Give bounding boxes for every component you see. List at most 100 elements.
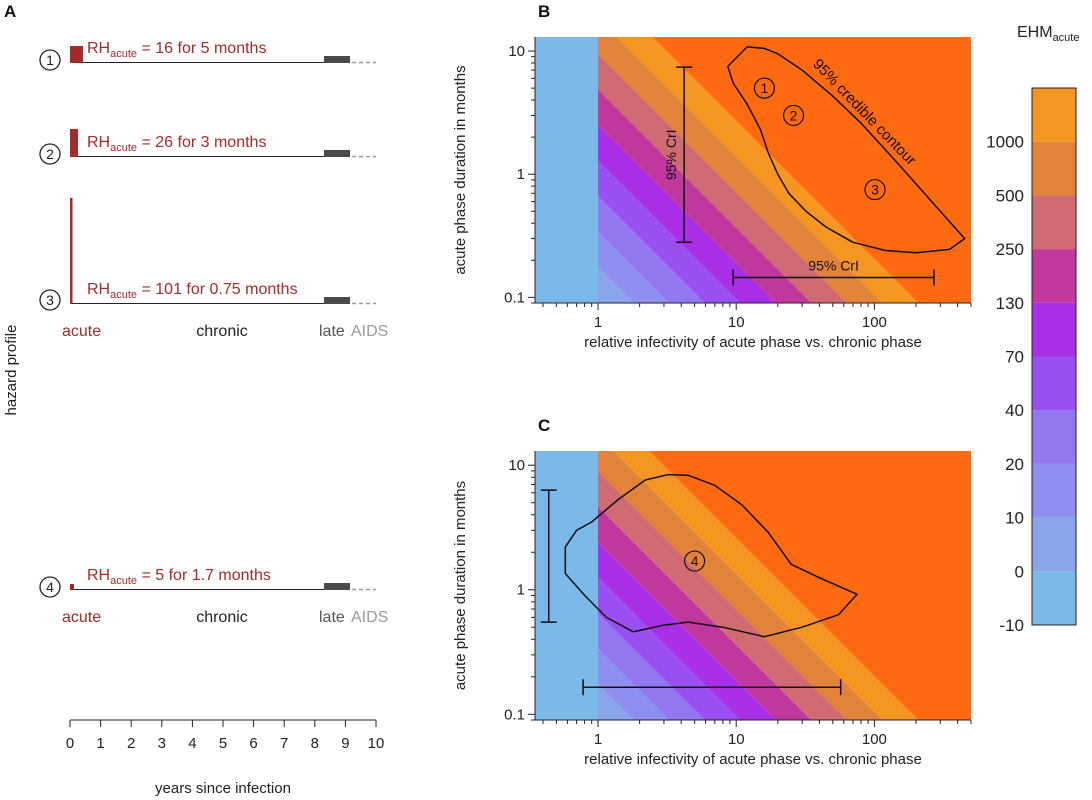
y-tick-label: 10 [508, 457, 525, 474]
legend-swatch [1032, 571, 1076, 625]
profile-point-label: 2 [790, 107, 798, 123]
years-axis-label: years since infection [155, 780, 291, 797]
panel-c-label: C [538, 416, 550, 435]
y-axis-label: acute phase duration in months [452, 65, 469, 274]
profile-point [753, 77, 776, 99]
y-tick-label: 0.1 [504, 706, 525, 723]
x-axis-label: relative infectivity of acute phase vs. … [584, 751, 922, 768]
profile-2: 2 RHacute = 26 for 3 months [39, 129, 376, 165]
acute-bar [70, 198, 73, 304]
legend-level-label: 20 [1005, 455, 1024, 474]
panel-a: A hazard profile 1 RHacute = 16 for 5 mo… [3, 2, 388, 797]
profile-marker [39, 143, 61, 165]
legend-level-label: -10 [999, 616, 1024, 635]
year-tick-label: 0 [66, 735, 74, 752]
late-bar [324, 297, 350, 304]
credible-contour [564, 473, 858, 638]
profile-point [782, 104, 805, 127]
legend-level-label: 250 [996, 240, 1024, 259]
color-legend: EHMacute -10 0 10 20 40 70 130 250 500 1000 [986, 24, 1079, 635]
year-tick-label: 6 [249, 735, 257, 752]
phase-label-chronic: chronic [196, 323, 248, 340]
heatmap-band [535, 37, 599, 303]
profile-id: 4 [46, 579, 54, 595]
heatmap-band [652, 37, 971, 303]
phase-label-aids: AIDS [351, 323, 388, 340]
legend-swatch [1032, 463, 1076, 518]
year-tick-label: 5 [219, 735, 227, 752]
cri-vertical-label: 95% CrI [663, 129, 679, 180]
acute-bar [70, 46, 83, 63]
y-tick-label: 1 [517, 166, 525, 183]
rh-annotation: RHacute = 26 for 3 months [87, 134, 266, 154]
legend-level-label: 40 [1005, 401, 1024, 420]
legend-title: EHMacute [1017, 24, 1079, 44]
panel-a-ylabel: hazard profile [3, 325, 20, 416]
y-axis-label: acute phase duration in months [452, 481, 469, 690]
legend-swatch [1032, 141, 1076, 196]
acute-bar [70, 129, 78, 157]
late-bar [324, 150, 350, 157]
phase-label-aids: AIDS [351, 609, 388, 626]
x-tick-label: 100 [862, 731, 887, 748]
x-tick-label: 1 [594, 314, 602, 331]
late-bar [324, 583, 350, 590]
profile-point-label: 3 [871, 182, 879, 198]
legend-level-label: 0 [1015, 562, 1024, 581]
heatmap-c [535, 451, 971, 720]
rh-annotation: RHacute = 16 for 5 months [87, 40, 266, 60]
profile-point [684, 550, 706, 572]
year-tick-label: 10 [368, 735, 385, 752]
phase-labels-top: acute chronic late AIDS [62, 323, 388, 340]
profile-point-label: 4 [691, 553, 699, 569]
legend-swatch [1032, 410, 1076, 464]
year-tick-label: 8 [311, 735, 319, 752]
legend-swatch [1032, 302, 1076, 357]
legend-bands: -10 0 10 20 40 70 130 250 500 1000 [986, 87, 1077, 635]
heatmap-band [578, 451, 883, 720]
legend-swatch [1032, 195, 1076, 250]
heatmap-band [542, 451, 848, 720]
cri-horizontal-label: 95% CrI [808, 257, 859, 273]
profile-point-label: 1 [761, 80, 769, 96]
years-axis: 0 1 2 3 4 5 6 7 8 9 10 [66, 719, 385, 752]
panel-b-label: B [538, 2, 550, 21]
profile-marker [39, 49, 61, 71]
panel-c: C 1 10 100 0.1 1 10 relative infectivity of ac… [452, 416, 972, 768]
legend-border [1031, 87, 1077, 626]
panel-a-label: A [4, 2, 16, 21]
credible-contour [727, 46, 966, 254]
year-tick-label: 1 [96, 735, 104, 752]
late-bar [324, 56, 350, 63]
legend-level-label: 1000 [986, 133, 1024, 152]
phase-label-acute: acute [62, 323, 101, 340]
profile-id: 3 [46, 292, 54, 308]
rh-annotation: RHacute = 5 for 1.7 months [87, 567, 271, 587]
x-axis-label: relative infectivity of acute phase vs. … [584, 334, 922, 351]
profile-marker [39, 289, 61, 311]
phase-label-late: late [319, 609, 345, 626]
profile-id: 2 [46, 146, 54, 162]
legend-swatch [1032, 356, 1076, 411]
heatmap-band [535, 37, 812, 303]
legend-swatch [1032, 249, 1076, 303]
year-tick-label: 7 [280, 735, 288, 752]
x-tick-label: 100 [862, 314, 887, 331]
year-tick-label: 4 [188, 735, 196, 752]
profile-1: 1 RHacute = 16 for 5 months [39, 40, 376, 71]
legend-level-label: 70 [1005, 348, 1024, 367]
y-tick-label: 10 [508, 43, 525, 60]
phase-label-late: late [319, 323, 345, 340]
legend-swatch [1032, 517, 1076, 572]
phase-label-chronic: chronic [196, 609, 248, 626]
legend-level-label: 500 [996, 186, 1024, 205]
heatmap-band [535, 451, 599, 720]
axes-c: 1 10 100 0.1 1 10 relative infectivity of acut… [452, 451, 972, 768]
x-tick-label: 10 [728, 731, 745, 748]
year-tick-label: 2 [127, 735, 135, 752]
axes-b: 1 10 100 0.1 1 10 relative infectivity of acut… [452, 37, 972, 351]
heatmap-band [545, 37, 848, 303]
phase-label-acute: acute [62, 609, 101, 626]
y-tick-label: 0.1 [504, 289, 525, 306]
